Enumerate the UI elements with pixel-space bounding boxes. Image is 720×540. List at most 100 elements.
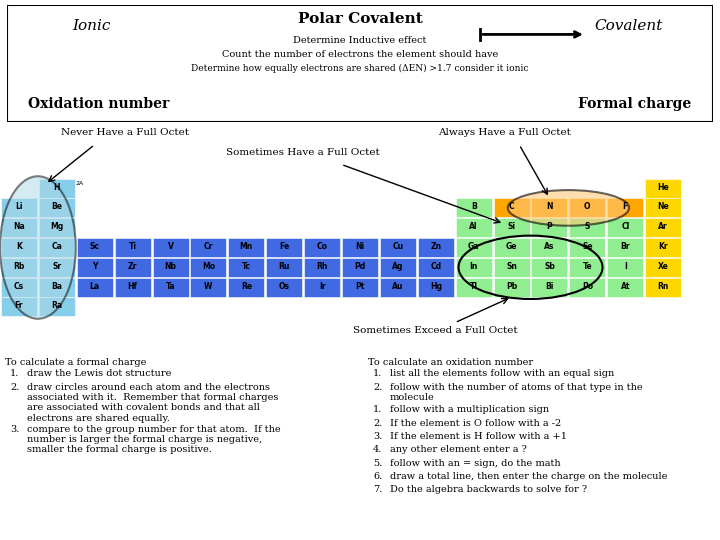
- Bar: [531, 258, 567, 276]
- Text: Cu: Cu: [392, 242, 403, 251]
- Text: Rb: Rb: [13, 262, 24, 271]
- Text: Mo: Mo: [202, 262, 215, 271]
- Text: compare to the group number for that atom.  If the
number is larger the formal c: compare to the group number for that ato…: [27, 424, 281, 454]
- Bar: [304, 278, 340, 296]
- Text: Do the algebra backwards to solve for ?: Do the algebra backwards to solve for ?: [390, 485, 587, 494]
- Text: follow with the number of atoms of that type in the
molecule: follow with the number of atoms of that …: [390, 383, 643, 402]
- Bar: [645, 199, 681, 217]
- Bar: [456, 258, 492, 276]
- Bar: [645, 218, 681, 237]
- Text: Ir: Ir: [319, 282, 325, 291]
- Text: Cs: Cs: [14, 282, 24, 291]
- Text: Determine Inductive effect: Determine Inductive effect: [293, 36, 427, 45]
- Text: Ar: Ar: [658, 222, 668, 231]
- Text: Ni: Ni: [356, 242, 364, 251]
- Text: Hg: Hg: [430, 282, 442, 291]
- Bar: [531, 238, 567, 257]
- Text: La: La: [90, 282, 100, 291]
- Text: draw circles around each atom and the electrons
associated with it.  Remember th: draw circles around each atom and the el…: [27, 383, 279, 423]
- Text: Al: Al: [469, 222, 478, 231]
- Bar: [266, 258, 302, 276]
- Text: Be: Be: [51, 202, 63, 212]
- Bar: [456, 218, 492, 237]
- Bar: [570, 218, 606, 237]
- Text: Sometimes Exceed a Full Octet: Sometimes Exceed a Full Octet: [354, 326, 518, 335]
- Bar: [1, 278, 37, 296]
- Text: Sr: Sr: [53, 262, 61, 271]
- Text: Rn: Rn: [657, 282, 669, 291]
- Text: Se: Se: [582, 242, 593, 251]
- Text: 2.: 2.: [10, 383, 19, 391]
- Text: Si: Si: [508, 222, 516, 231]
- Bar: [607, 238, 643, 257]
- Text: follow with an = sign, do the math: follow with an = sign, do the math: [390, 458, 561, 468]
- Bar: [531, 218, 567, 237]
- Text: Fe: Fe: [279, 242, 289, 251]
- Text: C: C: [509, 202, 514, 212]
- Text: Pt: Pt: [355, 282, 365, 291]
- Text: 1.: 1.: [373, 369, 382, 379]
- Text: Cl: Cl: [621, 222, 629, 231]
- Bar: [342, 238, 378, 257]
- Text: To calculate a formal charge: To calculate a formal charge: [5, 358, 146, 367]
- Text: Xe: Xe: [658, 262, 669, 271]
- Bar: [304, 258, 340, 276]
- Ellipse shape: [508, 190, 629, 226]
- Bar: [531, 278, 567, 296]
- Bar: [607, 278, 643, 296]
- Text: 1.: 1.: [373, 406, 382, 415]
- Bar: [304, 238, 340, 257]
- Text: Na: Na: [13, 222, 24, 231]
- Text: Ne: Ne: [657, 202, 669, 212]
- Text: Ge: Ge: [506, 242, 518, 251]
- Text: Hf: Hf: [127, 282, 138, 291]
- Text: Y: Y: [92, 262, 97, 271]
- Bar: [645, 238, 681, 257]
- Bar: [190, 238, 226, 257]
- Bar: [607, 218, 643, 237]
- Text: H: H: [53, 183, 60, 192]
- Text: Br: Br: [621, 242, 630, 251]
- Text: Re: Re: [240, 282, 252, 291]
- Bar: [645, 278, 681, 296]
- Text: Sb: Sb: [544, 262, 555, 271]
- Text: Au: Au: [392, 282, 404, 291]
- Text: I: I: [624, 262, 626, 271]
- Text: O: O: [584, 202, 590, 212]
- Bar: [456, 238, 492, 257]
- Bar: [266, 238, 302, 257]
- Text: 6.: 6.: [373, 472, 382, 481]
- Bar: [645, 179, 681, 198]
- Text: Kr: Kr: [658, 242, 668, 251]
- Text: Determine how equally electrons are shared (ΔEN) >1.7 consider it ionic: Determine how equally electrons are shar…: [192, 64, 528, 73]
- Bar: [494, 238, 530, 257]
- Text: S: S: [585, 222, 590, 231]
- Text: Formal charge: Formal charge: [578, 97, 692, 111]
- Bar: [228, 258, 264, 276]
- Text: V: V: [168, 242, 174, 251]
- Text: Covalent: Covalent: [594, 19, 662, 33]
- Text: draw the Lewis dot structure: draw the Lewis dot structure: [27, 369, 171, 379]
- Text: Always Have a Full Octet: Always Have a Full Octet: [438, 128, 570, 137]
- Text: 1.: 1.: [10, 369, 19, 379]
- Bar: [418, 238, 454, 257]
- Bar: [494, 199, 530, 217]
- Text: Never Have a Full Octet: Never Have a Full Octet: [61, 128, 189, 137]
- Bar: [531, 199, 567, 217]
- Text: Fr: Fr: [14, 301, 23, 310]
- Text: Ba: Ba: [51, 282, 63, 291]
- Text: draw a total line, then enter the charge on the molecule: draw a total line, then enter the charge…: [390, 472, 667, 481]
- Text: Count the number of electrons the element should have: Count the number of electrons the elemen…: [222, 50, 498, 59]
- Text: K: K: [16, 242, 22, 251]
- Bar: [570, 238, 606, 257]
- Text: Pb: Pb: [506, 282, 517, 291]
- Bar: [39, 238, 75, 257]
- Bar: [1, 218, 37, 237]
- Bar: [153, 258, 189, 276]
- Text: Zr: Zr: [128, 262, 138, 271]
- Bar: [607, 199, 643, 217]
- Text: Tl: Tl: [469, 282, 477, 291]
- Text: Po: Po: [582, 282, 593, 291]
- Bar: [39, 179, 75, 198]
- Bar: [380, 278, 416, 296]
